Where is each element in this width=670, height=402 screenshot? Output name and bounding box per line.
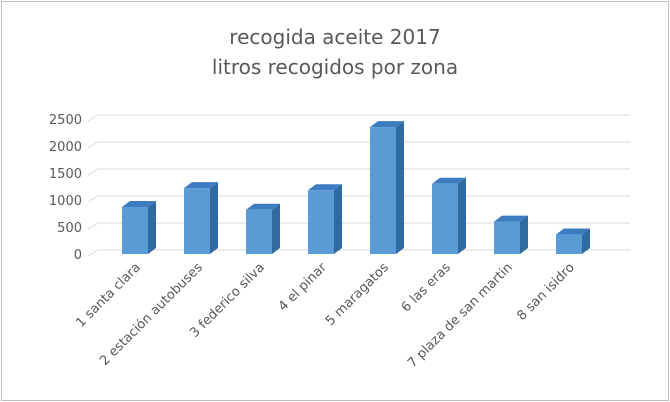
bar	[184, 182, 218, 254]
bar	[432, 177, 466, 254]
bar	[556, 228, 590, 254]
gridline-depth	[87, 141, 99, 149]
bar-front	[370, 127, 396, 254]
bar-top	[432, 177, 466, 184]
bar-front	[432, 183, 458, 254]
bar	[308, 184, 342, 254]
y-tick-label: 1000	[49, 194, 82, 209]
bar	[370, 121, 404, 254]
gridlines	[87, 114, 630, 257]
bar-side	[148, 201, 156, 254]
bar-front	[308, 190, 334, 254]
y-tick-label: 1500	[49, 167, 82, 182]
x-tick-label: 2 estación autobuses	[97, 260, 206, 369]
bar-front	[494, 221, 520, 254]
chart-title: recogida aceite 2017	[229, 25, 440, 49]
bar-top	[370, 121, 404, 128]
x-tick-label: 7 plaza de san martin	[405, 260, 516, 371]
bar	[122, 201, 156, 254]
gridline-depth	[87, 249, 99, 257]
y-tick-label: 2000	[49, 140, 82, 155]
bar-side	[458, 177, 466, 254]
gridline-depth	[87, 195, 99, 203]
bar-top	[494, 215, 528, 222]
bar-side	[210, 182, 218, 254]
bar-top	[556, 228, 590, 235]
bar-top	[308, 184, 342, 191]
bar-side	[272, 203, 280, 254]
x-tick-label: 8 san isidro	[514, 260, 578, 324]
y-tick-label: 2500	[49, 113, 82, 128]
gridline-depth	[87, 222, 99, 230]
bar	[494, 215, 528, 254]
bar-front	[184, 188, 210, 254]
x-tick-label: 5 maragatos	[323, 260, 392, 329]
bar-side	[520, 215, 528, 254]
gridline-depth	[87, 168, 99, 176]
bar-side	[334, 184, 342, 254]
y-axis: 0 500 1000 1500 2000 2500	[49, 113, 82, 263]
bar-front	[246, 209, 272, 254]
bar-side	[396, 121, 404, 254]
bars	[122, 121, 590, 254]
chart-subtitle: litros recogidos por zona	[212, 55, 458, 79]
bar-front	[122, 207, 148, 254]
x-tick-label: 6 las eras	[399, 260, 454, 315]
y-tick-label: 0	[74, 248, 82, 263]
bar-side	[582, 228, 590, 254]
bar	[246, 203, 280, 254]
gridline-depth	[87, 114, 99, 122]
bar-front	[556, 234, 582, 254]
bar-top	[184, 182, 218, 189]
y-tick-label: 500	[57, 221, 82, 236]
bar-top	[122, 201, 156, 208]
bar-top	[246, 203, 280, 210]
x-tick-label: 4 el pinar	[276, 260, 331, 315]
x-tick-label: 1 santa clara	[73, 260, 143, 330]
